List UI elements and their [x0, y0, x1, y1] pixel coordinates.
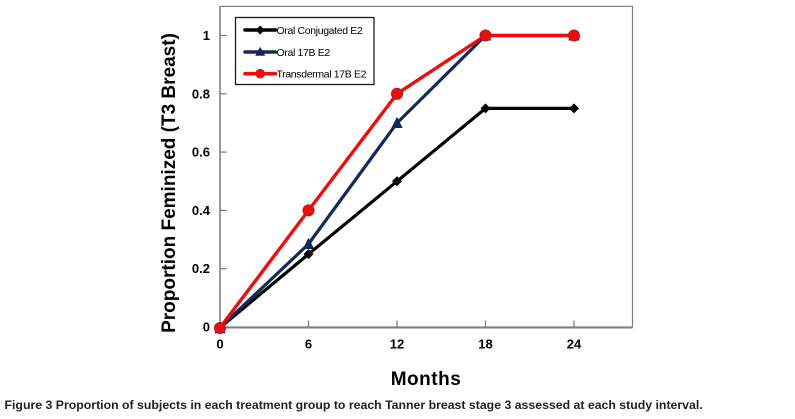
svg-text:Figure 3 Proportion of subject: Figure 3 Proportion of subjects in each …: [5, 398, 703, 412]
svg-text:6: 6: [305, 337, 312, 352]
svg-text:1: 1: [203, 28, 210, 43]
svg-text:0: 0: [203, 320, 210, 335]
svg-text:Transdermal 17B E2: Transdermal 17B E2: [277, 69, 367, 81]
svg-text:0: 0: [216, 337, 223, 352]
svg-text:Oral Conjugated E2: Oral Conjugated E2: [277, 25, 363, 37]
svg-text:Oral 17B E2: Oral 17B E2: [277, 47, 331, 59]
svg-text:12: 12: [390, 337, 404, 352]
svg-text:0.2: 0.2: [192, 261, 210, 276]
svg-text:0.6: 0.6: [192, 145, 210, 160]
svg-text:0.8: 0.8: [192, 86, 210, 101]
svg-text:0.4: 0.4: [192, 203, 211, 218]
svg-text:Proportion Feminized (T3 Breas: Proportion Feminized (T3 Breast): [159, 33, 180, 333]
svg-text:Months: Months: [391, 369, 462, 390]
svg-text:24: 24: [567, 337, 582, 352]
svg-text:18: 18: [478, 337, 492, 352]
